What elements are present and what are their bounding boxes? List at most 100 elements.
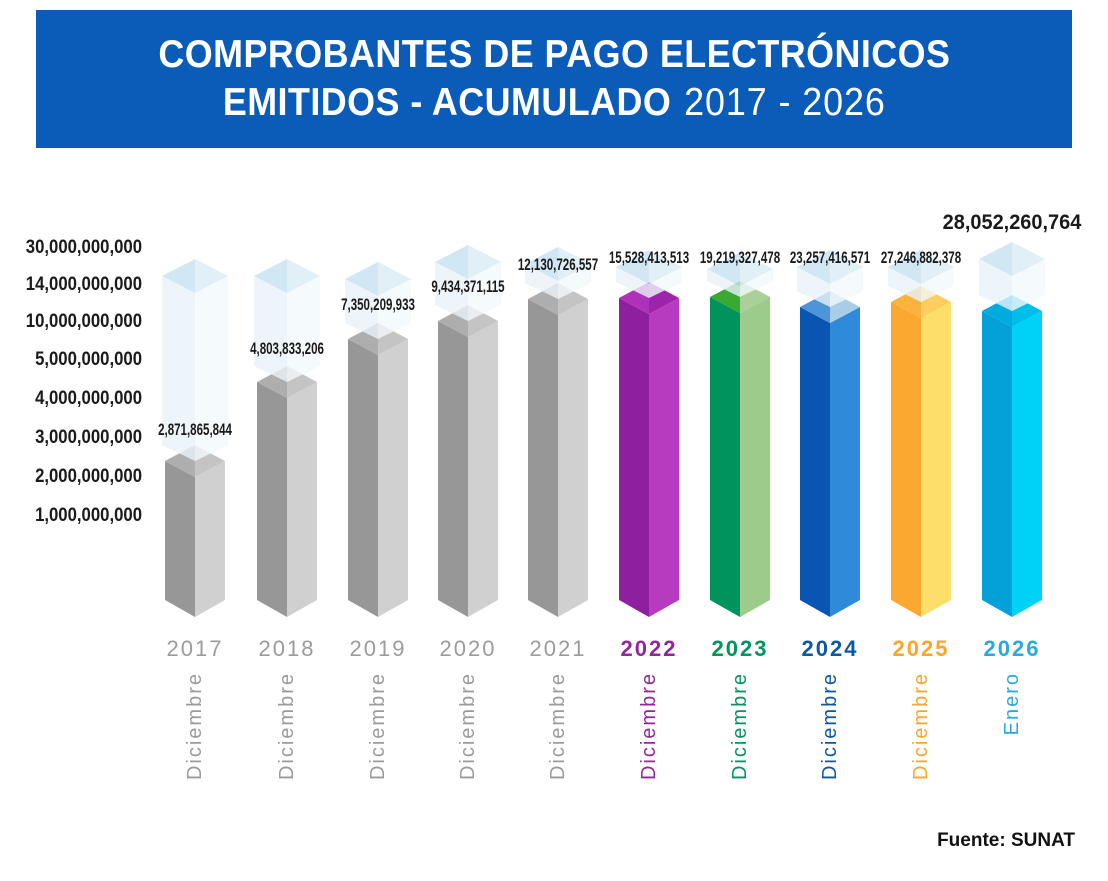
year-label: 2026 [983, 636, 1041, 661]
ghost-cap-left [345, 262, 378, 296]
year-label: 2024 [801, 636, 859, 661]
bar-right-face [195, 461, 225, 617]
ghost-cap-left [254, 259, 287, 293]
ghost-right-face [740, 269, 773, 297]
bar-value-label: 9,434,371,115 [431, 278, 505, 296]
ghost-left-face [435, 262, 468, 321]
ghost-cap-right [558, 247, 591, 281]
bar-right-face [649, 298, 679, 617]
ghost-cap-left [888, 250, 921, 284]
bar-right-face [378, 339, 408, 617]
bar-left-face [528, 299, 558, 617]
source-credit: Fuente: SUNAT [937, 830, 1075, 851]
bar-value-label: 27,246,882,378 [880, 249, 962, 267]
bar-2017 [162, 259, 228, 617]
bar-left-face [348, 339, 378, 617]
bar-2022 [616, 250, 682, 617]
month-label: Diciembre [276, 672, 298, 781]
bar-right-face [921, 302, 951, 617]
year-label: 2020 [439, 636, 497, 661]
bar-value-label: 2,871,865,844 [158, 421, 232, 439]
ghost-right-face [830, 267, 863, 307]
y-axis-tick-label: 4,000,000,000 [35, 388, 142, 409]
bar-right-face [830, 307, 860, 617]
bar-left-face [165, 461, 195, 617]
ghost-cap-right [921, 250, 954, 284]
bar-value-label: 7,350,209,933 [341, 296, 415, 314]
year-label: 2021 [529, 636, 587, 661]
year-label: 2018 [258, 636, 316, 661]
ghost-cap-left [616, 250, 649, 284]
bar-2026 [979, 242, 1045, 617]
ghost-cap-right [195, 259, 228, 293]
ghost-right-face [1012, 259, 1045, 311]
bar-2019 [345, 262, 411, 617]
ghost-left-face [888, 267, 921, 302]
ghost-left-face [345, 279, 378, 339]
ghost-cap-left [797, 250, 830, 284]
bar-left-face [438, 321, 468, 617]
ghost-cap-right [378, 262, 411, 296]
ghost-left-face [797, 267, 830, 307]
ghost-cap-left [979, 242, 1012, 276]
bar-2020 [435, 245, 501, 617]
page-title-line2: EMITIDOS - ACUMULADO 2017 - 2026 [223, 80, 886, 126]
ghost-left-face [254, 276, 287, 382]
ghost-cap-right [287, 259, 320, 293]
ghost-left-face [162, 276, 195, 461]
year-label: 2019 [349, 636, 407, 661]
bar-left-face [710, 297, 740, 617]
y-axis-tick-label: 5,000,000,000 [35, 349, 142, 370]
ghost-right-face [195, 276, 228, 461]
page-title-line2-years: 2017 - 2026 [683, 81, 886, 124]
ghost-right-face [378, 279, 411, 339]
y-axis-tick-label: 14,000,000,000 [25, 274, 142, 295]
page-title-line1: COMPROBANTES DE PAGO ELECTRÓNICOS [158, 33, 950, 76]
y-axis-tick-label: 2,000,000,000 [35, 466, 142, 487]
year-label: 2022 [620, 636, 678, 661]
ghost-cap-right [830, 250, 863, 284]
y-axis-tick-label: 30,000,000,000 [25, 237, 142, 258]
month-label: Diciembre [729, 672, 751, 781]
bar-right-face [1012, 311, 1042, 617]
bar-value-label: 4,803,833,206 [250, 340, 324, 358]
month-label: Diciembre [367, 672, 389, 781]
ghost-right-face [649, 267, 682, 298]
bar-value-label: 28,052,260,764 [942, 211, 1082, 234]
bar-value-label: 19,219,327,478 [699, 249, 781, 267]
bar-left-face [800, 307, 830, 617]
ghost-cap-right [740, 252, 773, 286]
bar-right-face [558, 299, 588, 617]
month-label: Diciembre [457, 672, 479, 781]
bar-2025 [888, 250, 954, 617]
bar-left-face [619, 298, 649, 617]
bar-2021 [525, 247, 591, 617]
ghost-left-face [979, 259, 1012, 311]
bar-2024 [797, 250, 863, 617]
ghost-right-face [468, 262, 501, 321]
year-label: 2023 [711, 636, 769, 661]
month-label: Enero [1001, 672, 1023, 736]
year-label: 2017 [166, 636, 224, 661]
ghost-cap-left [435, 245, 468, 279]
ghost-right-face [287, 276, 320, 382]
ghost-left-face [707, 269, 740, 297]
bar-2018 [254, 259, 320, 617]
bar-right-face [468, 321, 498, 617]
bar-left-face [891, 302, 921, 617]
bar-right-face [740, 297, 770, 617]
bar-value-label: 12,130,726,557 [517, 256, 599, 274]
month-label: Diciembre [638, 672, 660, 781]
y-axis-tick-label: 3,000,000,000 [35, 427, 142, 448]
ghost-left-face [525, 264, 558, 299]
month-label: Diciembre [819, 672, 841, 781]
page-title-line2-bold: EMITIDOS - ACUMULADO [222, 81, 671, 124]
y-axis-tick-label: 10,000,000,000 [25, 311, 142, 332]
ghost-cap-left [162, 259, 195, 293]
ghost-cap-right [1012, 242, 1045, 276]
ghost-right-face [921, 267, 954, 302]
month-label: Diciembre [184, 672, 206, 781]
month-label: Diciembre [910, 672, 932, 781]
